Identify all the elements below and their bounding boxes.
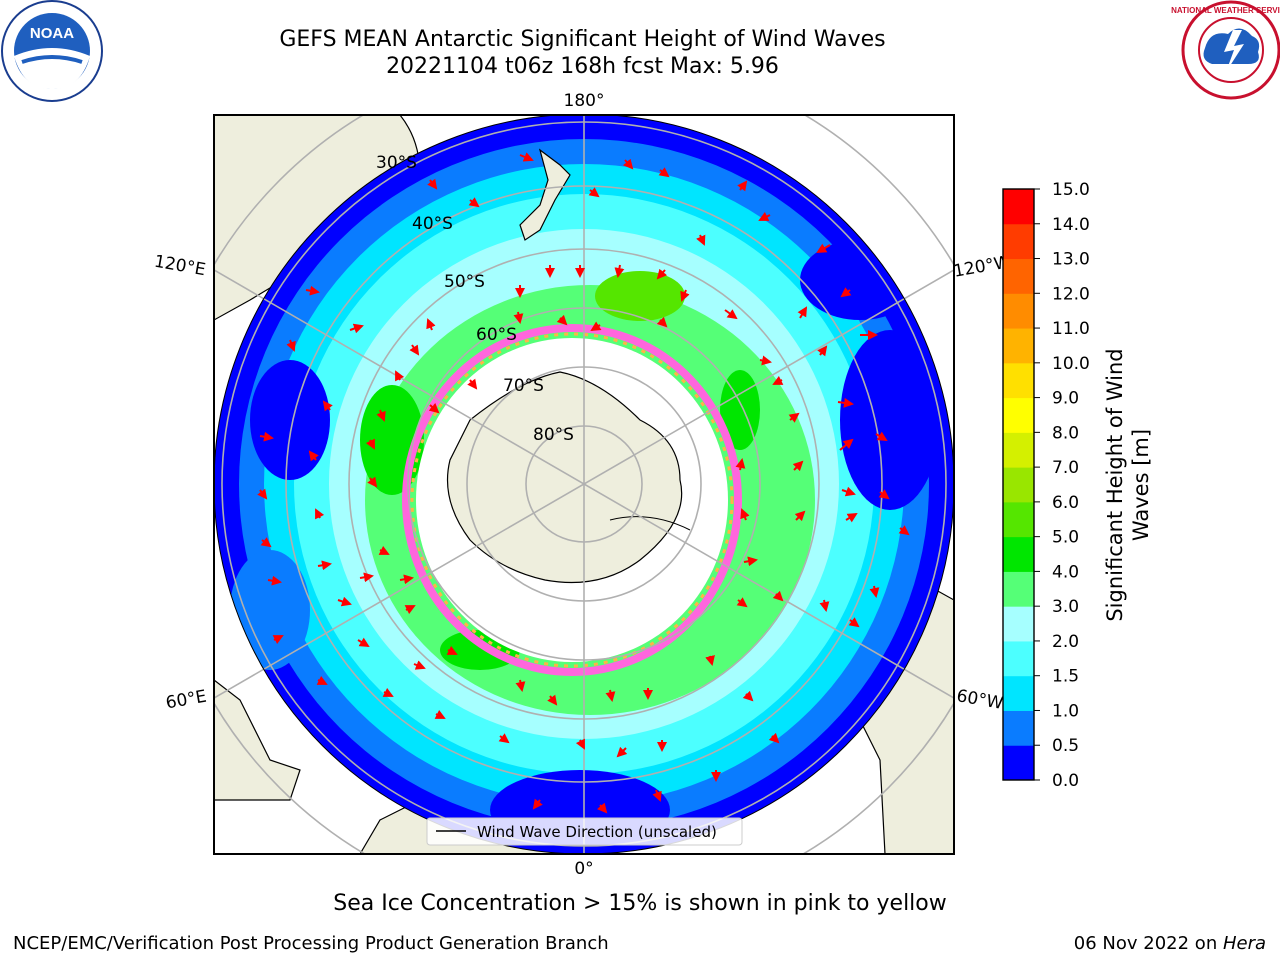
colorbar-tick-label: 6.0: [1052, 493, 1079, 513]
map-legend: Wind Wave Direction (unscaled): [426, 817, 743, 846]
chart-title: GEFS MEAN Antarctic Significant Height o…: [279, 27, 886, 52]
colorbar-band: [1003, 432, 1034, 468]
colorbar-ticks: 0.0 0.5 1.0 1.5 2.0 3.0 4.0 5.0 6.0 7.0 8.0 9.0 10.0…: [1034, 180, 1090, 791]
colorbar-tick-label: 12.0: [1052, 284, 1090, 304]
wind-arrows: [257, 152, 910, 814]
colorbar-band: [1003, 640, 1034, 677]
latitude-labels: 30°S 40°S 50°S 60°S 70°S 80°S: [376, 153, 574, 445]
lat-label-40: 40°S: [412, 214, 453, 234]
colorbar-tick-label: 0.5: [1052, 736, 1079, 756]
colorbar-band: [1003, 293, 1034, 329]
colorbar-tick-label: 10.0: [1052, 354, 1090, 374]
colorbar-tick-label: 7.0: [1052, 458, 1079, 478]
noaa-logo-text: NOAA: [30, 25, 74, 42]
lon-label-0: 0°: [574, 859, 593, 879]
colorbar-tick-label: 11.0: [1052, 319, 1090, 339]
colorbar-band: [1003, 710, 1034, 746]
colorbar-band: [1003, 536, 1034, 572]
lon-label-60w: 60°W: [955, 686, 1005, 714]
land-africa: [214, 679, 301, 801]
noaa-logo: NOAA: [1, 0, 103, 102]
date-text: 06 Nov 2022 on: [1073, 933, 1223, 954]
colorbar-band: [1003, 675, 1034, 711]
credit-text: NCEP/EMC/Verification Post Processing Pr…: [13, 933, 609, 954]
colorbar-tick-label: 14.0: [1052, 215, 1090, 235]
legend-label: Wind Wave Direction (unscaled): [477, 823, 717, 841]
lat-label-60: 60°S: [476, 325, 517, 345]
colorbar-band: [1003, 397, 1034, 433]
nws-logo: NATIONAL WEATHER SERVICE: [1171, 0, 1280, 100]
colorbar-band: [1003, 258, 1034, 294]
colorbar-band: [1003, 189, 1034, 225]
colorbar-band: [1003, 362, 1034, 399]
graticule: [214, 115, 954, 854]
colorbar-band: [1003, 571, 1034, 607]
colorbar-frame: [1002, 188, 1035, 781]
nws-logo-text: NATIONAL WEATHER SERVICE: [1171, 6, 1280, 15]
lat-label-50: 50°S: [444, 272, 485, 292]
colorbar-tick-label: 4.0: [1052, 562, 1079, 582]
colorbar-band: [1003, 606, 1034, 642]
lon-label-60e: 60°E: [164, 687, 208, 714]
colorbar-tick-label: 15.0: [1052, 180, 1090, 200]
colorbar-tick-label: 8.0: [1052, 423, 1079, 443]
colorbar-tick-label: 1.5: [1052, 667, 1079, 687]
land-new-zealand: [519, 148, 571, 241]
lon-label-120e: 120°E: [153, 252, 207, 281]
colorbar-tick-label: 5.0: [1052, 528, 1079, 548]
chart-subtitle: 20221104 t06z 168h fcst Max: 5.96: [386, 54, 779, 79]
map-frame: [213, 114, 955, 855]
lon-label-180: 180°: [564, 91, 605, 111]
colorbar-tick-label: 1.0: [1052, 701, 1079, 721]
colorbar-band: [1003, 467, 1034, 503]
map-area: Wind Wave Direction (unscaled): [214, 115, 954, 854]
colorbar-band: [1003, 328, 1034, 364]
colorbar-band: [1003, 223, 1034, 260]
lat-label-80: 80°S: [533, 425, 574, 445]
machine-name: Hera: [1222, 933, 1266, 954]
lat-label-30: 30°S: [376, 153, 417, 173]
date-stamp: 06 Nov 2022 on Hera: [1074, 933, 1266, 954]
colorbar-band: [1003, 501, 1034, 538]
colorbar-tick-label: 0.0: [1052, 771, 1079, 791]
colorbar: [1003, 189, 1034, 781]
colorbar-tick-label: 9.0: [1052, 389, 1079, 409]
lat-label-70: 70°S: [503, 376, 544, 396]
colorbar-tick-label: 13.0: [1052, 250, 1090, 270]
colorbar-tick-label: 2.0: [1052, 632, 1079, 652]
colorbar-band: [1003, 745, 1034, 781]
sea-ice-note: Sea Ice Concentration > 15% is shown in …: [333, 891, 947, 916]
colorbar-tick-label: 3.0: [1052, 597, 1079, 617]
colorbar-title: Significant Height of Wind Waves [m]: [1103, 348, 1153, 622]
